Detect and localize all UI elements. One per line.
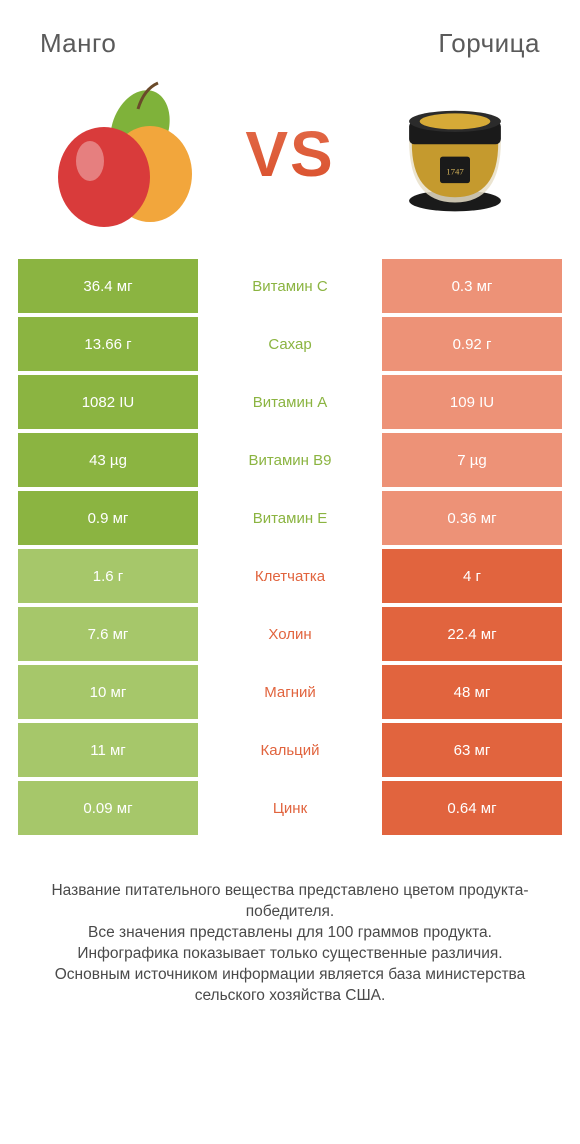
nutrient-label: Кальций — [198, 723, 382, 777]
nutrient-label: Клетчатка — [198, 549, 382, 603]
nutrient-label: Витамин E — [198, 491, 382, 545]
table-row: 1.6 гКлетчатка4 г — [18, 549, 562, 603]
vs-label: VS — [245, 117, 334, 191]
right-product-title: Горчица — [438, 28, 540, 59]
header: Mанго Горчица — [0, 0, 580, 69]
table-row: 1082 IUВитамин A109 IU — [18, 375, 562, 429]
nutrient-label: Цинк — [198, 781, 382, 835]
svg-text:1747: 1747 — [446, 166, 464, 176]
left-value-cell: 10 мг — [18, 665, 198, 719]
table-row: 0.9 мгВитамин E0.36 мг — [18, 491, 562, 545]
mustard-icon: 1747 — [370, 69, 540, 239]
right-value-cell: 0.92 г — [382, 317, 562, 371]
left-value-cell: 1.6 г — [18, 549, 198, 603]
table-row: 36.4 мгВитамин C0.3 мг — [18, 259, 562, 313]
left-value-cell: 0.09 мг — [18, 781, 198, 835]
left-value-cell: 0.9 мг — [18, 491, 198, 545]
comparison-table: 36.4 мгВитамин C0.3 мг13.66 гСахар0.92 г… — [0, 259, 580, 839]
right-value-cell: 63 мг — [382, 723, 562, 777]
left-product-title: Mанго — [40, 28, 116, 59]
right-value-cell: 0.36 мг — [382, 491, 562, 545]
right-value-cell: 22.4 мг — [382, 607, 562, 661]
table-row: 10 мгМагний48 мг — [18, 665, 562, 719]
nutrient-label: Витамин C — [198, 259, 382, 313]
table-row: 13.66 гСахар0.92 г — [18, 317, 562, 371]
footer-line: Основным источником информации является … — [28, 965, 552, 1007]
vs-row: VS 1747 — [0, 69, 580, 259]
left-value-cell: 1082 IU — [18, 375, 198, 429]
table-row: 0.09 мгЦинк0.64 мг — [18, 781, 562, 835]
table-row: 7.6 мгХолин22.4 мг — [18, 607, 562, 661]
footer-note: Название питательного вещества представл… — [0, 839, 580, 1027]
right-value-cell: 4 г — [382, 549, 562, 603]
nutrient-label: Сахар — [198, 317, 382, 371]
right-value-cell: 109 IU — [382, 375, 562, 429]
footer-line: Название питательного вещества представл… — [28, 881, 552, 923]
footer-line: Инфографика показывает только существенн… — [28, 944, 552, 965]
left-value-cell: 13.66 г — [18, 317, 198, 371]
mango-icon — [40, 69, 210, 239]
left-value-cell: 43 µg — [18, 433, 198, 487]
nutrient-label: Магний — [198, 665, 382, 719]
right-value-cell: 7 µg — [382, 433, 562, 487]
table-row: 11 мгКальций63 мг — [18, 723, 562, 777]
left-value-cell: 36.4 мг — [18, 259, 198, 313]
left-value-cell: 11 мг — [18, 723, 198, 777]
right-value-cell: 0.64 мг — [382, 781, 562, 835]
right-value-cell: 0.3 мг — [382, 259, 562, 313]
footer-line: Все значения представлены для 100 граммо… — [28, 923, 552, 944]
nutrient-label: Холин — [198, 607, 382, 661]
right-value-cell: 48 мг — [382, 665, 562, 719]
left-value-cell: 7.6 мг — [18, 607, 198, 661]
table-row: 43 µgВитамин B97 µg — [18, 433, 562, 487]
nutrient-label: Витамин B9 — [198, 433, 382, 487]
nutrient-label: Витамин A — [198, 375, 382, 429]
